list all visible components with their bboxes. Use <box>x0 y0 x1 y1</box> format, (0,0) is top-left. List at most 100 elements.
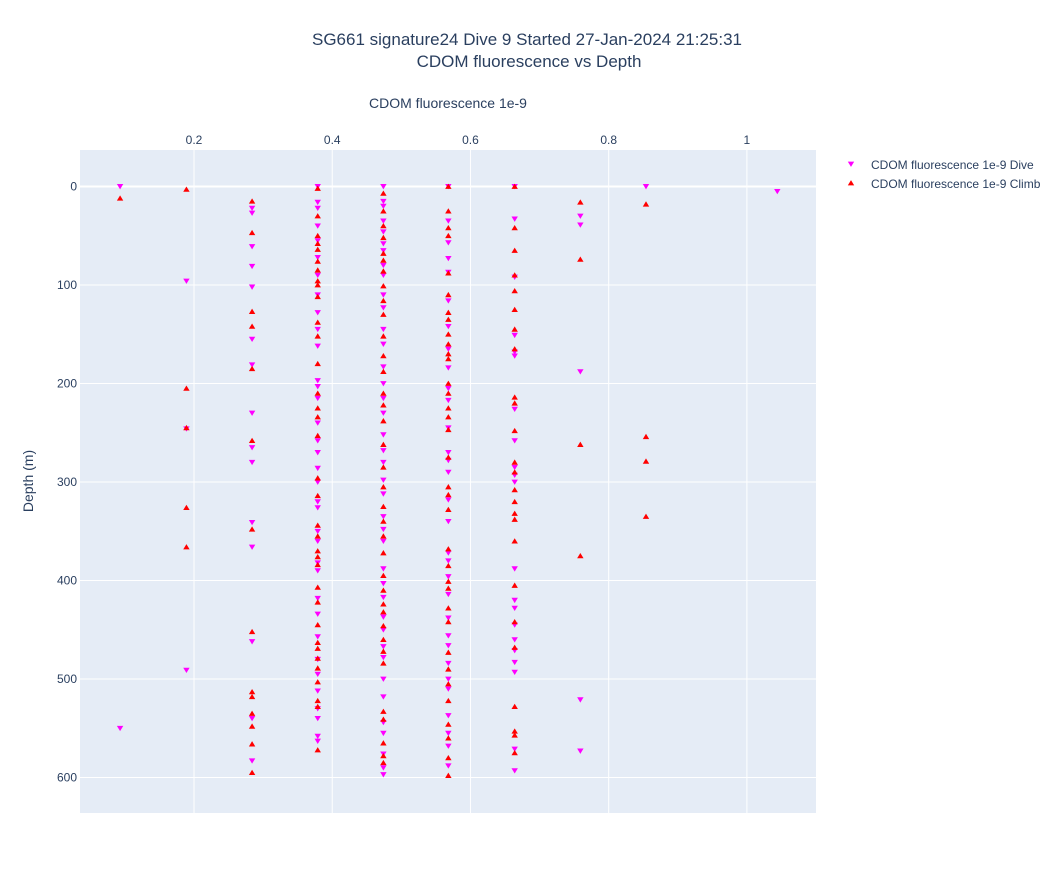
climb-point <box>380 418 387 424</box>
dive-point <box>445 497 452 503</box>
climb-point <box>445 224 452 231</box>
dive-point <box>445 323 452 330</box>
climb-point <box>314 655 321 661</box>
dive-point <box>248 284 256 290</box>
dive-point <box>380 198 387 205</box>
dive-point <box>380 538 387 544</box>
climb-point <box>511 326 518 332</box>
dive-point <box>314 568 321 574</box>
climb-point <box>314 665 321 671</box>
dive-point <box>445 615 452 621</box>
dive-point <box>380 477 387 483</box>
climb-point <box>511 619 518 625</box>
dive-point <box>511 605 518 611</box>
climb-point <box>380 333 387 339</box>
climb-point <box>314 390 321 396</box>
dive-point <box>380 229 387 235</box>
legend-item-climb[interactable]: CDOM fluorescence 1e-9 Climb <box>847 177 1041 191</box>
climb-point <box>248 628 256 635</box>
dive-point <box>511 659 518 666</box>
climb-point <box>248 693 256 700</box>
climb-point <box>511 510 518 516</box>
climb-point <box>314 246 321 252</box>
dive-point <box>380 526 387 533</box>
climb-point <box>577 199 584 205</box>
dive-point <box>445 518 452 525</box>
climb-point <box>380 601 387 607</box>
climb-point <box>445 619 452 625</box>
climb-point <box>314 319 321 325</box>
climb-point <box>511 306 518 312</box>
climb-point <box>511 469 518 475</box>
climb-point <box>511 400 518 406</box>
climb-point <box>577 256 584 262</box>
dive-point <box>445 633 452 639</box>
climb-point <box>314 333 321 339</box>
climb-point <box>380 368 387 375</box>
climb-point <box>248 323 256 329</box>
dive-point <box>445 660 452 667</box>
climb-point <box>248 229 256 236</box>
climb-point <box>445 649 452 655</box>
dive-point <box>380 459 387 466</box>
dive-point <box>445 643 452 649</box>
dive-point <box>445 591 452 598</box>
climb-point <box>380 390 387 396</box>
dive-point <box>511 669 518 676</box>
y-tick-label: 0 <box>70 179 77 193</box>
dive-point <box>380 566 387 572</box>
climb-point <box>380 708 387 714</box>
dive-point <box>380 432 387 438</box>
climb-point <box>445 754 452 761</box>
climb-point <box>248 741 256 747</box>
climb-point <box>380 250 387 256</box>
dive-point <box>380 305 387 311</box>
climb-point <box>445 390 452 396</box>
dive-point <box>511 332 518 339</box>
climb-point <box>642 433 650 440</box>
climb-point <box>445 666 452 672</box>
climb-point <box>380 402 387 408</box>
dive-point <box>183 667 190 674</box>
dive-point <box>314 199 321 206</box>
climb-point <box>445 331 452 337</box>
climb-point <box>380 464 387 470</box>
dive-point <box>445 574 452 580</box>
climb-point <box>511 346 518 352</box>
legend[interactable]: CDOM fluorescence 1e-9 Dive CDOM fluores… <box>847 158 1041 191</box>
climb-point <box>380 716 387 722</box>
climb-point <box>183 424 190 431</box>
y-tick-label: 600 <box>57 771 77 785</box>
climb-point <box>380 572 387 578</box>
climb-point <box>183 186 190 192</box>
legend-item-dive[interactable]: CDOM fluorescence 1e-9 Dive <box>847 158 1034 172</box>
dive-point <box>314 420 321 426</box>
climb-point <box>445 772 452 778</box>
dive-point <box>380 203 387 210</box>
climb-point <box>314 293 321 300</box>
dive-point <box>314 326 321 333</box>
dive-point <box>380 341 387 347</box>
dive-point <box>380 694 387 700</box>
climb-point <box>511 750 518 756</box>
dive-point <box>445 550 452 556</box>
dive-point <box>511 216 518 222</box>
climb-point <box>445 291 452 298</box>
climb-point <box>380 533 387 539</box>
dive-point <box>511 438 518 444</box>
climb-point <box>380 234 387 241</box>
dive-point <box>511 768 518 774</box>
dive-point <box>774 188 781 195</box>
dive-point <box>314 395 321 402</box>
chart-title: SG661 signature24 Dive 9 Started 27-Jan-… <box>312 30 742 49</box>
climb-point <box>314 282 321 288</box>
climb-point <box>511 224 518 231</box>
climb-point <box>314 703 321 710</box>
climb-point <box>314 185 321 191</box>
climb-point <box>445 405 452 411</box>
climb-point <box>380 222 387 229</box>
dive-point <box>314 205 321 212</box>
climb-point <box>511 459 518 465</box>
climb-point <box>380 311 387 317</box>
y-tick-label: 400 <box>57 574 77 588</box>
